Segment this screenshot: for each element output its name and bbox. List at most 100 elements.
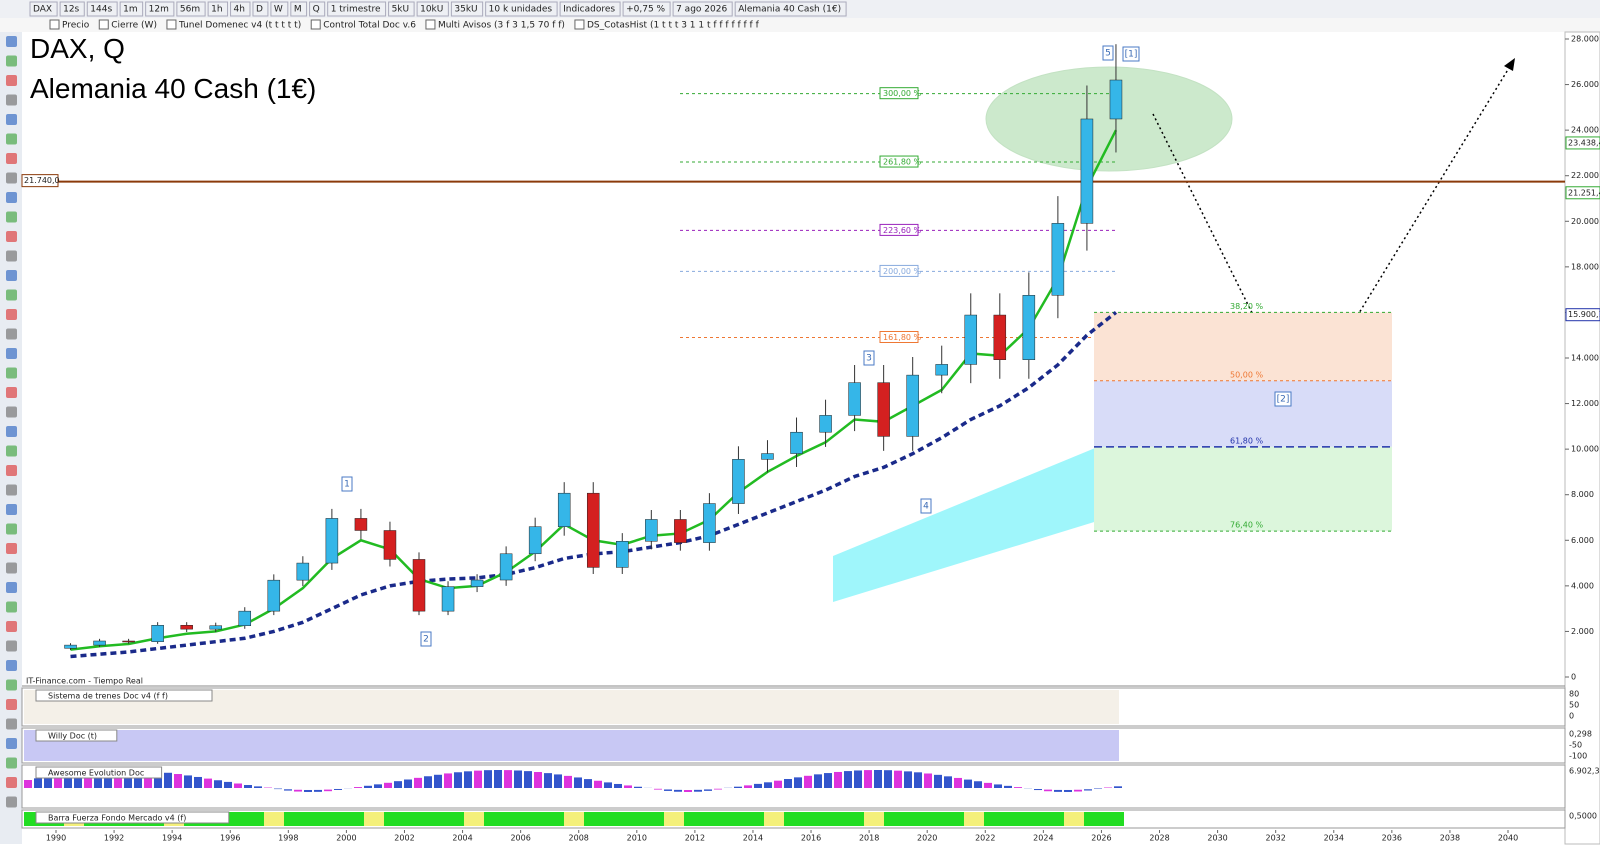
- tool-icon[interactable]: [6, 621, 17, 632]
- tool-icon[interactable]: [6, 289, 17, 301]
- tool-icon[interactable]: [6, 640, 17, 652]
- fib-tag: [879, 87, 919, 100]
- osc-bar: [1044, 789, 1052, 792]
- osc-bar: [1054, 789, 1062, 792]
- tool-icon[interactable]: [6, 94, 17, 106]
- indicator-tag[interactable]: Precio: [62, 21, 90, 31]
- tool-icon[interactable]: [6, 660, 17, 671]
- wave-box: [420, 631, 432, 647]
- tool-icon[interactable]: [6, 543, 17, 554]
- price-tick-label: 8.000: [1571, 490, 1594, 499]
- tool-icon[interactable]: [6, 582, 17, 593]
- tool-icon[interactable]: [6, 114, 17, 125]
- tool-icon[interactable]: [6, 133, 17, 145]
- tool-icon[interactable]: [6, 504, 17, 515]
- osc-bar: [1004, 785, 1012, 788]
- tool-icon[interactable]: [6, 367, 17, 379]
- wave-label: [2]: [1277, 395, 1290, 405]
- tool-icon[interactable]: [6, 348, 17, 359]
- tool-icon[interactable]: [6, 426, 17, 437]
- toolbar-button[interactable]: 5kU: [392, 5, 410, 15]
- toolbar-button[interactable]: DAX: [33, 5, 52, 15]
- toolbar-button[interactable]: M: [294, 5, 302, 15]
- toolbar-button[interactable]: 1 trimestre: [331, 5, 381, 15]
- tool-icon[interactable]: [6, 777, 17, 788]
- osc-bar: [594, 780, 602, 788]
- tool-icon[interactable]: [6, 309, 17, 320]
- bar-cell: [404, 812, 424, 826]
- bar-cell: [1004, 812, 1024, 826]
- indicator-tag[interactable]: Control Total Doc v.6: [323, 21, 416, 31]
- bar-cell: [684, 812, 704, 826]
- toolbar-button[interactable]: 1m: [123, 5, 138, 15]
- toolbar-button[interactable]: Q: [313, 5, 320, 15]
- tool-icon[interactable]: [6, 172, 17, 184]
- wave-box: [1122, 46, 1140, 62]
- panel-scale: 80: [1569, 690, 1579, 699]
- toolbar-button[interactable]: 144s: [90, 5, 112, 15]
- candle-body: [1051, 223, 1065, 296]
- tool-icon[interactable]: [6, 231, 17, 242]
- tool-icon[interactable]: [6, 387, 17, 398]
- indicator-tag[interactable]: Multi Avisos (3 f 3 1,5 70 f f): [438, 21, 565, 31]
- candle-body: [848, 382, 861, 416]
- indicator-tag[interactable]: DS_CotasHist (1 t t t 3 1 1 t f f f f f …: [587, 21, 760, 31]
- osc-bar: [1074, 789, 1082, 792]
- tool-icon[interactable]: [6, 211, 17, 223]
- tool-icon[interactable]: [6, 562, 17, 574]
- tool-icon[interactable]: [6, 406, 17, 418]
- tool-icon[interactable]: [6, 328, 17, 340]
- osc-bar: [494, 770, 502, 788]
- toolbar-frame: [327, 1, 387, 17]
- toolbar-button[interactable]: Indicadores: [563, 5, 615, 15]
- toolbar-button[interactable]: 4h: [234, 5, 245, 15]
- tool-icon[interactable]: [6, 679, 17, 691]
- tool-icon[interactable]: [6, 601, 17, 613]
- tool-icon[interactable]: [6, 465, 17, 476]
- tool-icon[interactable]: [6, 523, 17, 535]
- toolbar-button[interactable]: 35kU: [454, 5, 477, 15]
- wave-box: [1274, 391, 1292, 407]
- toolbar-button[interactable]: 7 ago 2026: [676, 5, 727, 15]
- fib-tag: [879, 223, 919, 236]
- tool-icon[interactable]: [6, 796, 17, 808]
- osc-bar: [674, 789, 682, 792]
- toolbar-button[interactable]: 10 k unidades: [489, 5, 553, 15]
- tool-icon[interactable]: [6, 75, 17, 86]
- panel-title-bg: [35, 689, 213, 702]
- tool-icon[interactable]: [6, 757, 17, 769]
- toolbar-button[interactable]: 12s: [63, 5, 79, 15]
- tool-icon[interactable]: [6, 718, 17, 730]
- osc-bar: [224, 781, 232, 788]
- toolbar-button[interactable]: Alemania 40 Cash (1€): [738, 5, 841, 15]
- toolbar-button[interactable]: 1h: [211, 5, 222, 15]
- osc-bar: [474, 770, 482, 788]
- bar-cell: [564, 812, 584, 826]
- bar-cell: [264, 812, 284, 826]
- toolbar-button[interactable]: 12m: [149, 5, 169, 15]
- panel-scale: 0: [1569, 712, 1574, 721]
- tool-icon[interactable]: [6, 445, 17, 457]
- toolbar-button[interactable]: +0,75 %: [626, 5, 665, 15]
- toolbar-button[interactable]: W: [274, 5, 283, 15]
- osc-bar: [64, 773, 72, 788]
- toolbar-frame: [230, 1, 251, 17]
- tool-icon[interactable]: [6, 699, 17, 710]
- tool-icon[interactable]: [6, 55, 17, 67]
- tool-icon[interactable]: [6, 153, 17, 164]
- year-label: 2020: [917, 834, 937, 843]
- tool-icon[interactable]: [6, 484, 17, 496]
- bar-cell: [464, 812, 484, 826]
- toolbar-button[interactable]: 56m: [180, 5, 200, 15]
- indicator-tag[interactable]: Tunel Domenec v4 (t t t t t): [178, 21, 301, 31]
- tool-icon[interactable]: [6, 250, 17, 262]
- candle-body: [993, 314, 1007, 360]
- indicator-tag[interactable]: Cierre (W): [111, 21, 157, 31]
- tool-icon[interactable]: [6, 36, 17, 47]
- toolbar-button[interactable]: 10kU: [420, 5, 443, 15]
- tool-icon[interactable]: [6, 192, 17, 203]
- osc-bar: [584, 779, 592, 788]
- tool-icon[interactable]: [6, 270, 17, 281]
- toolbar-button[interactable]: D: [256, 5, 263, 15]
- tool-icon[interactable]: [6, 738, 17, 749]
